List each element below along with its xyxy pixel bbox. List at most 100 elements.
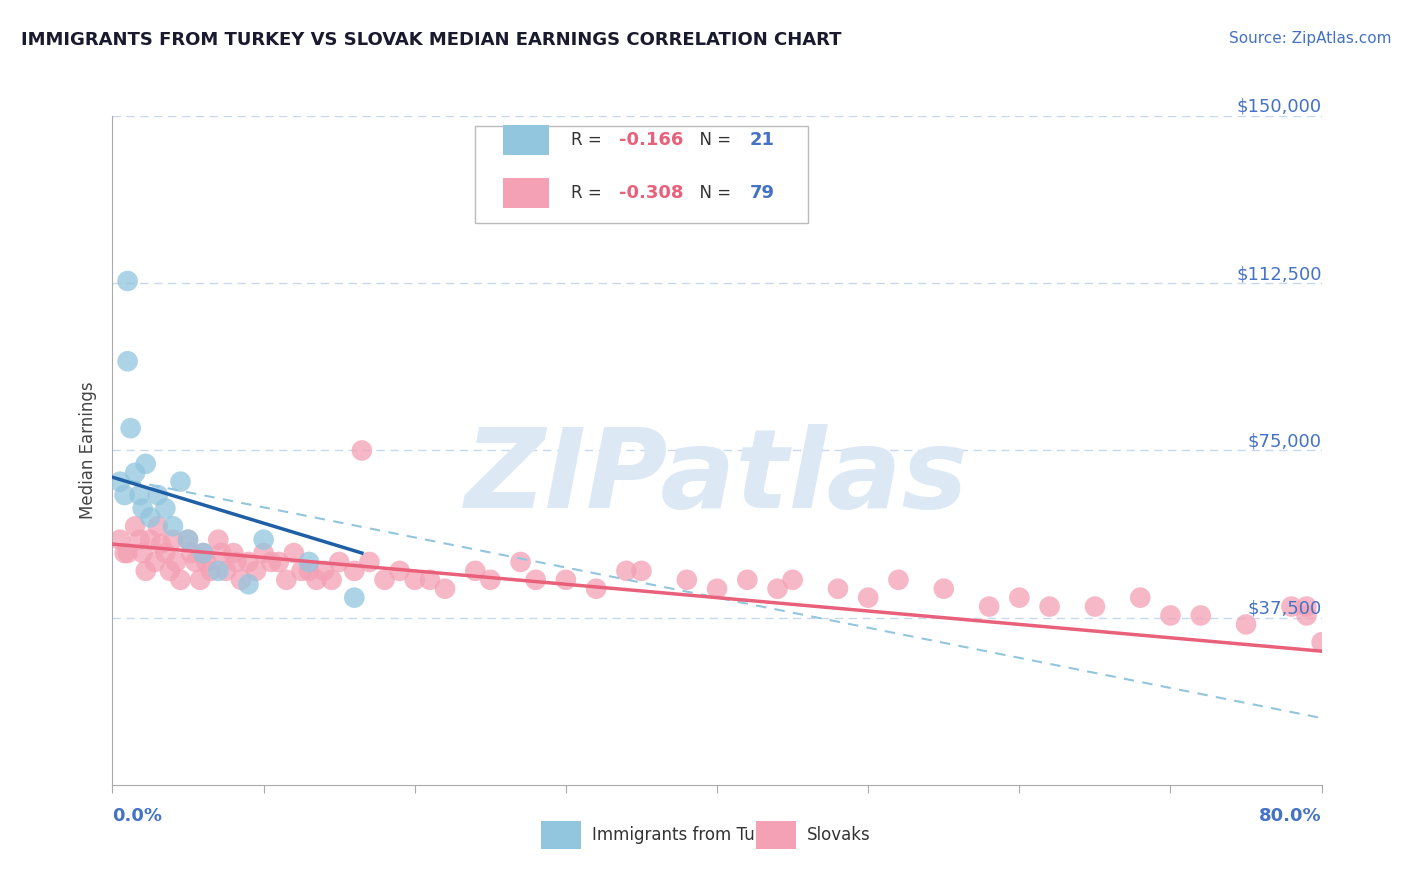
Point xyxy=(267,555,290,569)
Point xyxy=(169,573,191,587)
Point xyxy=(135,564,157,578)
Point xyxy=(260,555,283,569)
Point xyxy=(124,519,146,533)
Point xyxy=(1234,617,1257,632)
Point xyxy=(290,564,312,578)
Text: IMMIGRANTS FROM TURKEY VS SLOVAK MEDIAN EARNINGS CORRELATION CHART: IMMIGRANTS FROM TURKEY VS SLOVAK MEDIAN … xyxy=(21,31,842,49)
Text: N =: N = xyxy=(689,131,737,149)
Text: $150,000: $150,000 xyxy=(1236,98,1322,116)
Text: $37,500: $37,500 xyxy=(1247,599,1322,618)
Point xyxy=(1159,608,1181,623)
Point xyxy=(132,501,155,516)
Point xyxy=(159,564,181,578)
Point xyxy=(191,546,214,560)
Point xyxy=(675,573,697,587)
Point xyxy=(298,555,321,569)
Point xyxy=(128,488,150,502)
Point xyxy=(388,564,411,578)
Point xyxy=(977,599,1000,614)
Point xyxy=(169,475,191,489)
Point xyxy=(124,466,146,480)
Point xyxy=(298,564,321,578)
Text: 79: 79 xyxy=(749,184,775,202)
Text: 0.0%: 0.0% xyxy=(112,807,163,825)
Point xyxy=(200,564,222,578)
Point xyxy=(155,501,177,516)
Point xyxy=(135,457,157,471)
Text: Source: ZipAtlas.com: Source: ZipAtlas.com xyxy=(1229,31,1392,46)
Text: -0.308: -0.308 xyxy=(619,184,683,202)
Point xyxy=(139,533,162,547)
Point xyxy=(139,510,162,524)
Point xyxy=(162,519,184,533)
Text: R =: R = xyxy=(571,131,607,149)
Point xyxy=(114,488,136,502)
Point xyxy=(238,577,260,591)
Point xyxy=(419,573,441,587)
Point xyxy=(108,533,131,547)
Point xyxy=(374,573,396,587)
Point xyxy=(1295,599,1317,614)
Point xyxy=(350,443,373,458)
Point xyxy=(1295,608,1317,623)
Point xyxy=(149,537,172,551)
Text: ZIPatlas: ZIPatlas xyxy=(465,424,969,531)
Point xyxy=(195,555,218,569)
Point xyxy=(180,546,202,560)
Point xyxy=(305,573,328,587)
Point xyxy=(229,573,252,587)
Point xyxy=(782,573,804,587)
Point xyxy=(222,546,245,560)
Point xyxy=(827,582,849,596)
Point xyxy=(117,354,139,368)
Text: $75,000: $75,000 xyxy=(1247,433,1322,450)
Point xyxy=(932,582,955,596)
Point xyxy=(117,274,139,288)
Point xyxy=(1129,591,1152,605)
Text: N =: N = xyxy=(689,184,737,202)
Point xyxy=(314,564,336,578)
Text: Immigrants from Turkey: Immigrants from Turkey xyxy=(592,826,790,844)
Point xyxy=(162,533,184,547)
FancyBboxPatch shape xyxy=(475,126,807,223)
Point xyxy=(1189,608,1212,623)
Point xyxy=(132,546,155,560)
Point xyxy=(188,573,211,587)
Point xyxy=(120,421,142,435)
Point xyxy=(177,533,200,547)
Point xyxy=(146,488,169,502)
Point xyxy=(276,573,298,587)
Point xyxy=(165,555,187,569)
Text: $112,500: $112,500 xyxy=(1236,265,1322,284)
Point xyxy=(117,546,139,560)
Point xyxy=(464,564,486,578)
Point xyxy=(1310,635,1333,649)
Point xyxy=(1008,591,1031,605)
Point xyxy=(143,555,166,569)
Point xyxy=(359,555,381,569)
Point xyxy=(114,546,136,560)
Point xyxy=(1279,599,1302,614)
Point xyxy=(766,582,789,596)
Point xyxy=(108,475,131,489)
Point xyxy=(207,533,229,547)
Point xyxy=(616,564,638,578)
Point xyxy=(524,573,547,587)
Point xyxy=(238,555,260,569)
Point xyxy=(215,564,238,578)
Point xyxy=(343,591,366,605)
Point xyxy=(128,533,150,547)
Point xyxy=(177,533,200,547)
Point xyxy=(253,533,276,547)
Point xyxy=(328,555,350,569)
Text: -0.166: -0.166 xyxy=(619,131,683,149)
Text: 21: 21 xyxy=(749,131,775,149)
Point xyxy=(245,564,267,578)
Point xyxy=(887,573,910,587)
Point xyxy=(404,573,426,587)
Point xyxy=(706,582,728,596)
Point xyxy=(509,555,531,569)
Point xyxy=(737,573,759,587)
Text: 80.0%: 80.0% xyxy=(1258,807,1322,825)
Point xyxy=(856,591,880,605)
